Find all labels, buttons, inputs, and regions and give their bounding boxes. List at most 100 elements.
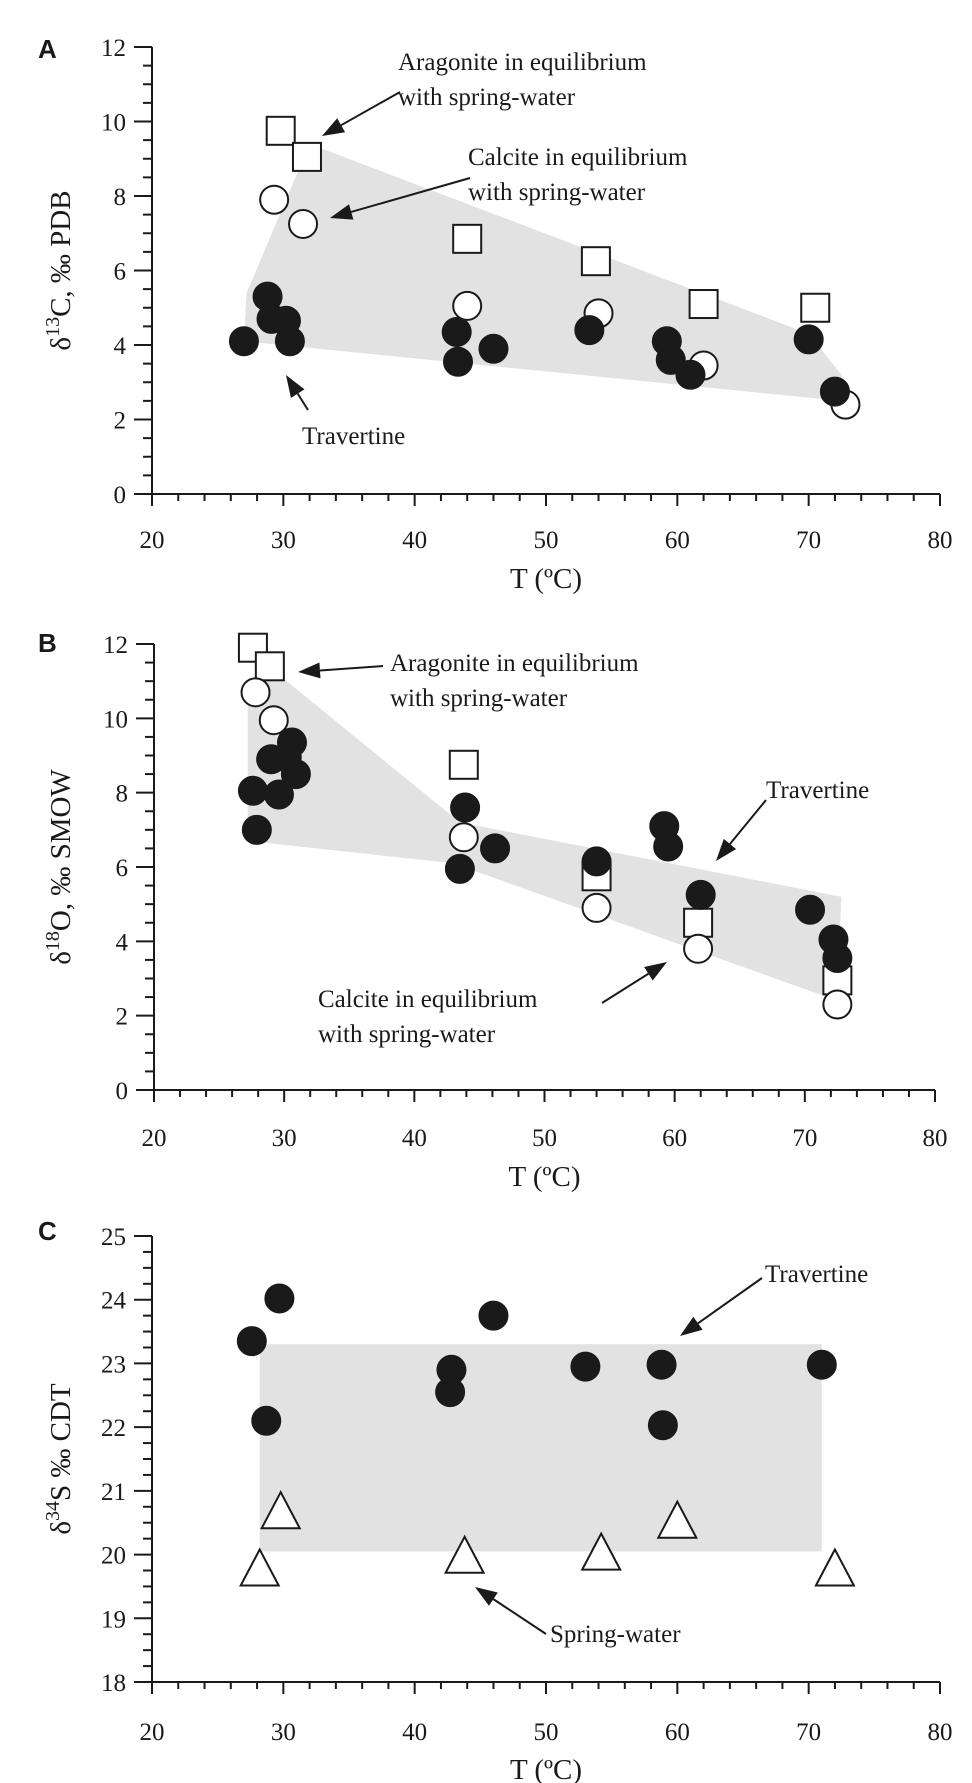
travertine-point [653,831,684,862]
annotation-arrow [319,665,384,672]
spring-water-point [239,1547,281,1587]
y-tick-label: 8 [116,781,129,808]
y-axis-title: δ18O, ‰ SMOW [42,769,77,965]
arrow-head [322,118,346,136]
calcite-point [448,822,479,853]
annotation: Travertine [286,375,405,450]
annotation-arrow [296,393,309,411]
y-tick-label: 6 [116,855,129,882]
y-tick-label: 10 [103,706,128,733]
aragonite-point [291,141,322,172]
y-tick-label: 6 [114,259,127,286]
arrow-head [716,838,737,861]
travertine-point [822,943,853,974]
x-axis-title: T (ºC) [510,563,582,595]
annotation: Spring-water [475,1587,681,1648]
annotation: Aragonite in equilibrium with spring-wate… [322,49,647,136]
travertine-point [444,853,475,884]
y-tick-label: 24 [101,1288,127,1315]
x-tick-label: 40 [402,1719,427,1746]
shaded-envelope [247,666,842,1001]
aragonite-point [580,246,611,277]
aragonite-point [448,749,479,780]
annotation-text: Aragonite in equilibrium with spring-wate… [398,49,647,111]
x-tick-label: 40 [402,527,427,554]
annotation-text: Aragonite in equilibrium with spring-wate… [390,650,639,712]
panel-c: 20 30 40 50 60 70 80 18 19 20 21 22 23 24 25 T (ºC) δ34S… [38,1216,953,1783]
panel-letter: C [38,1216,57,1246]
x-tick-label: 20 [142,1125,167,1152]
y-tick-label: 22 [101,1415,126,1442]
travertine-point [443,346,474,377]
travertine-point [263,779,294,810]
aragonite-point [265,115,296,146]
arrow-head [644,962,667,981]
y-axis-title: δ34S ‰ CDT [42,1383,77,1535]
x-tick-label: 70 [792,1125,817,1152]
calcite-point [288,208,319,239]
annotation-arrow [492,1598,547,1635]
y-tick-label: 12 [103,632,128,659]
y-tick-label: 10 [101,110,126,137]
calcite-point [240,677,271,708]
panel-b: 20 30 40 50 60 70 80 0 2 4 6 8 10 12 T (ºC) δ18O, ‰ SMO… [38,628,948,1193]
travertine-point [228,326,259,357]
panel-a: 20 30 40 50 60 70 80 0 2 4 6 8 10 12 T (ºC) δ13C, ‰ PDB… [38,34,953,595]
travertine-point [436,1354,467,1385]
annotation-arrow [729,799,767,845]
y-tick-label: 2 [116,1004,129,1031]
panel-letter: A [38,34,57,64]
travertine-point [646,1349,677,1380]
travertine-point [236,1326,267,1357]
x-tick-label: 20 [140,527,165,554]
series-open-circle [240,677,853,1020]
travertine-point [675,359,706,390]
travertine-point [450,792,481,823]
spring-water-point [443,1534,486,1574]
y-tick-label: 2 [114,408,127,435]
aragonite-point [800,292,831,323]
travertine-point [478,1300,509,1331]
x-tick-label: 80 [923,1125,948,1152]
travertine-point [478,333,509,364]
arrow-head [475,1587,498,1606]
series-filled-circle [237,727,853,974]
travertine-point [441,316,472,347]
y-tick-label: 0 [114,482,127,509]
x-axis-title: T (ºC) [510,1754,582,1783]
y-tick-label: 23 [101,1351,126,1378]
annotation-arrow [350,177,471,213]
x-tick-label: 60 [665,527,690,554]
calcite-point [683,933,714,964]
y-tick-label: 0 [116,1078,129,1105]
spring-water-point [260,1490,302,1530]
travertine-point [274,326,305,357]
series-filled-circle [236,1283,837,1441]
annotation: Travertine [680,1261,868,1336]
x-tick-label: 50 [534,527,559,554]
aragonite-point [688,289,719,320]
aragonite-point [683,907,714,938]
y-axis-title: δ13C, ‰ PDB [42,190,77,350]
arrow-head [286,375,305,398]
calcite-point [822,989,853,1020]
spring-water-point [656,1499,698,1539]
y-tick-label: 20 [101,1543,126,1570]
travertine-point [280,759,311,790]
annotation: Calcite in equilibrium with spring-water [330,144,688,220]
annotation-text: Calcite in equilibrium with spring-water [318,986,538,1048]
aragonite-point [254,651,285,682]
travertine-point [793,324,824,355]
x-tick-label: 30 [271,1719,296,1746]
x-tick-label: 30 [271,527,296,554]
spring-water-point [814,1547,856,1587]
annotation-arrow [697,1277,763,1325]
travertine-point [264,1283,295,1314]
calcite-point [452,290,483,321]
travertine-point [241,814,272,845]
annotation: Travertine [716,777,869,861]
travertine-point [647,1410,678,1441]
x-tick-label: 40 [402,1125,427,1152]
x-tick-label: 80 [928,527,953,554]
